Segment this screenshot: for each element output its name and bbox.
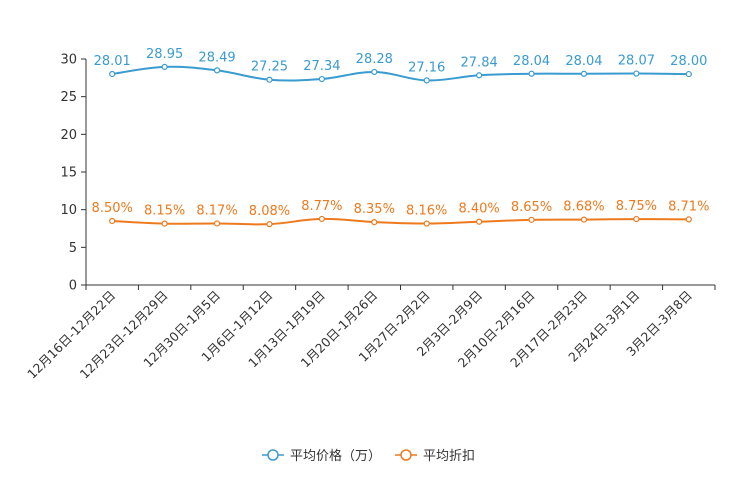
- data-label: 28.04: [565, 54, 602, 69]
- data-label: 8.77%: [301, 199, 342, 214]
- chart-data-labels: 28.01 28.95 28.49 27.25 27.34 28.28 27.16 27.84…: [92, 47, 710, 219]
- data-point[interactable]: [685, 70, 692, 78]
- legend-label: 平均折扣: [423, 449, 475, 464]
- data-point[interactable]: [580, 70, 588, 77]
- data-point[interactable]: [476, 218, 483, 225]
- data-label: 27.25: [251, 60, 288, 75]
- data-label: 8.75%: [616, 199, 657, 214]
- data-label: 28.95: [146, 47, 183, 62]
- y-tick-label: 30: [60, 53, 77, 68]
- data-point[interactable]: [318, 215, 325, 223]
- data-point[interactable]: [213, 220, 221, 227]
- data-label: 27.16: [408, 60, 445, 75]
- data-label: 28.49: [198, 50, 235, 65]
- legend-marker-icon: [400, 449, 412, 461]
- y-tick-label: 20: [60, 128, 77, 143]
- data-point[interactable]: [528, 216, 535, 223]
- x-tick-label: 12月23日-12月29日: [77, 288, 171, 382]
- data-point[interactable]: [685, 216, 692, 223]
- data-point[interactable]: [109, 70, 116, 78]
- data-label: 8.71%: [668, 199, 709, 214]
- data-point[interactable]: [371, 68, 378, 76]
- data-label: 27.34: [303, 59, 340, 74]
- data-point[interactable]: [161, 63, 168, 71]
- legend-label: 平均价格（万）: [290, 448, 381, 464]
- y-tick-label: 10: [60, 203, 77, 218]
- data-point[interactable]: [266, 76, 273, 83]
- data-point[interactable]: [633, 70, 640, 77]
- legend-marker-icon: [267, 449, 279, 461]
- data-point[interactable]: [266, 221, 273, 228]
- legend-item-0[interactable]: 平均价格（万）: [262, 448, 381, 464]
- data-label: 8.16%: [406, 204, 447, 219]
- data-label: 27.84: [461, 55, 498, 70]
- data-point[interactable]: [528, 70, 535, 77]
- y-tick-label: 15: [60, 166, 77, 181]
- chart-series: [109, 63, 692, 228]
- data-label: 28.00: [670, 54, 707, 69]
- data-point[interactable]: [633, 215, 640, 223]
- data-label: 28.07: [618, 54, 655, 69]
- data-label: 8.17%: [196, 203, 237, 218]
- data-label: 8.15%: [144, 204, 185, 219]
- data-point[interactable]: [476, 72, 483, 79]
- data-label: 8.50%: [92, 201, 133, 216]
- data-point[interactable]: [580, 216, 588, 223]
- data-point[interactable]: [109, 217, 116, 225]
- chart-legend[interactable]: 平均价格（万） 平均折扣: [262, 448, 475, 464]
- data-point[interactable]: [371, 218, 378, 226]
- data-label: 28.04: [513, 54, 550, 69]
- y-tick-label: 0: [69, 279, 77, 294]
- data-label: 8.65%: [511, 200, 552, 215]
- data-point[interactable]: [161, 220, 168, 227]
- data-point[interactable]: [213, 67, 221, 74]
- x-tick-label: 12月16日-12月22日: [24, 288, 118, 382]
- data-label: 28.01: [94, 54, 131, 69]
- data-label: 8.68%: [563, 200, 604, 215]
- data-label: 28.28: [356, 52, 393, 67]
- legend-item-1[interactable]: 平均折扣: [395, 449, 475, 464]
- data-point[interactable]: [423, 77, 430, 84]
- data-label: 8.40%: [458, 202, 499, 217]
- data-label: 8.35%: [354, 202, 395, 217]
- data-point[interactable]: [318, 75, 325, 83]
- series-line-1: [112, 217, 689, 226]
- data-label: 8.08%: [249, 204, 290, 219]
- data-point[interactable]: [423, 220, 430, 227]
- y-tick-label: 25: [60, 90, 77, 105]
- y-tick-label: 5: [69, 241, 77, 256]
- series-line-0: [112, 65, 689, 82]
